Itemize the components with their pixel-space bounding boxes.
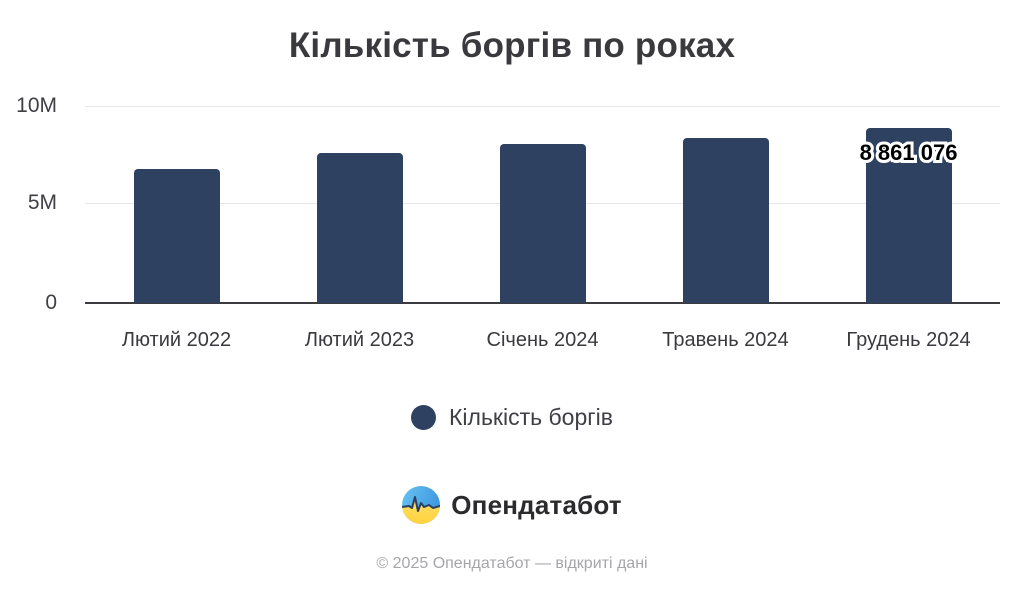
- y-axis-labels: 10M 5M 0: [0, 0, 57, 597]
- legend-marker-circle: [411, 405, 437, 430]
- legend-label: Кількість боргів: [449, 404, 613, 430]
- legend: Кількість боргів: [0, 404, 1024, 431]
- x-axis-line: [85, 302, 1000, 304]
- bar-Травень 2024: [682, 137, 769, 303]
- x-label-sichen-2024: Січень 2024: [486, 329, 599, 351]
- x-label-gruden-2024: Грудень 2024: [846, 329, 971, 351]
- x-label-traven-2024: Травень 2024: [662, 329, 789, 351]
- y-tick-0: 0: [45, 291, 57, 314]
- x-label-lyutyi-2023: Лютий 2023: [304, 329, 415, 351]
- x-label-lyutyi-2022: Лютий 2022: [121, 329, 232, 351]
- opendatabot-branding: Опендатабот: [0, 486, 1024, 524]
- y-tick-10m: 10M: [16, 94, 57, 117]
- y-tick-5m: 5M: [27, 191, 57, 214]
- bar-Січень 2024: [499, 144, 586, 303]
- copyright-footer: © 2025 Опендатабот — відкриті дані: [376, 555, 648, 572]
- bar-Лютий 2023: [316, 153, 403, 303]
- opendatabot-logo-text: Опендатабот: [451, 489, 622, 520]
- plot-area: 8 861 076 8 861 076: [85, 106, 1000, 304]
- bar-Лютий 2022: [133, 169, 220, 303]
- gridline-10m: [85, 106, 1000, 107]
- opendatabot-logo-icon: [402, 486, 441, 524]
- bar-value-annotation: 8 861 076 8 861 076: [857, 139, 961, 167]
- x-axis-labels: Лютий 2022 Лютий 2023 Січень 2024 Травен…: [85, 329, 1000, 352]
- chart-title: Кількість боргів по роках: [288, 26, 736, 65]
- bar-Грудень 2024: [865, 128, 952, 303]
